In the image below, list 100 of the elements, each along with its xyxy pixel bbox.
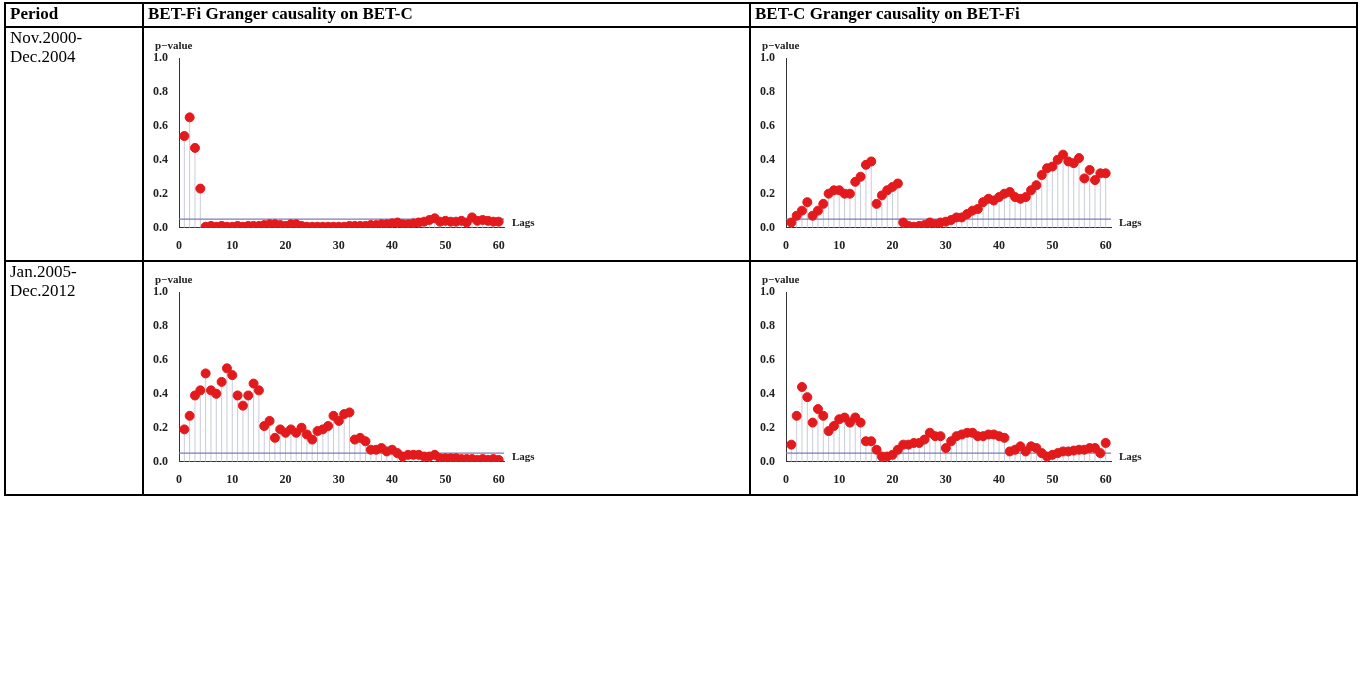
point — [264, 415, 275, 426]
x-tick-label: 20 — [886, 471, 899, 486]
y-tick-label: 0.6 — [760, 117, 775, 132]
y-tick-label: 0.0 — [153, 453, 168, 468]
y-tick-label: 0.4 — [153, 385, 168, 400]
point — [333, 415, 344, 426]
y-axis-title: p−value — [155, 273, 193, 286]
x-tick-label: 30 — [332, 471, 345, 486]
y-axis-title: p−value — [762, 39, 800, 52]
x-tick-label: 20 — [279, 237, 292, 252]
point — [248, 378, 259, 389]
x-tick-label: 30 — [939, 471, 952, 486]
x-tick-label: 60 — [1099, 237, 1112, 252]
x-tick-label: 0 — [176, 471, 182, 486]
text: Period — [5, 3, 143, 27]
text: Jan.2005-Dec.2012 — [10, 262, 78, 300]
y-tick-label: 1.0 — [153, 50, 168, 65]
point — [307, 434, 318, 445]
y-tick-label: 0.6 — [153, 117, 168, 132]
x-tick-label: 10 — [226, 237, 239, 252]
point — [237, 400, 248, 411]
point — [786, 439, 797, 450]
x-tick-label: 40 — [386, 237, 399, 252]
x-tick-label: 10 — [833, 471, 846, 486]
x-tick-label: 50 — [439, 237, 452, 252]
point — [855, 417, 866, 428]
point — [812, 404, 823, 415]
point — [184, 112, 195, 123]
x-axis-title: Lags — [512, 450, 536, 463]
point — [866, 156, 877, 167]
x-tick-label: 40 — [993, 471, 1006, 486]
point — [221, 363, 232, 374]
y-tick-label: 0.8 — [760, 84, 775, 99]
point — [195, 183, 206, 194]
point — [1058, 149, 1069, 160]
x-tick-label: 10 — [226, 471, 239, 486]
point — [802, 392, 813, 403]
x-tick-label: 50 — [1046, 237, 1059, 252]
point — [344, 407, 355, 418]
y-tick-label: 0.2 — [760, 419, 775, 434]
x-tick-label: 40 — [993, 237, 1006, 252]
chart-title: BET-C Granger causality on BET-Fi — [750, 3, 1357, 27]
x-tick-label: 0 — [176, 237, 182, 252]
x-tick-label: 0 — [783, 471, 789, 486]
point — [818, 410, 829, 421]
point — [360, 436, 371, 447]
point — [828, 420, 839, 431]
point — [227, 370, 238, 381]
x-axis-title: Lags — [1119, 450, 1143, 463]
y-tick-label: 0.0 — [760, 219, 775, 234]
point — [1079, 173, 1090, 184]
point — [1074, 153, 1085, 164]
point — [189, 142, 200, 153]
x-tick-label: 40 — [386, 471, 399, 486]
x-tick-label: 30 — [939, 237, 952, 252]
y-tick-label: 0.2 — [153, 185, 168, 200]
y-tick-label: 0.8 — [153, 318, 168, 333]
y-tick-label: 1.0 — [760, 284, 775, 299]
point — [253, 385, 264, 396]
y-axis-title: p−value — [762, 273, 800, 286]
y-tick-label: 0.4 — [153, 151, 168, 166]
point — [200, 368, 211, 379]
point — [807, 417, 818, 428]
y-tick-label: 0.2 — [760, 185, 775, 200]
y-tick-label: 0.2 — [153, 419, 168, 434]
point — [323, 420, 334, 431]
point — [1036, 170, 1047, 181]
x-tick-label: 0 — [783, 237, 789, 252]
point — [972, 203, 983, 214]
x-axis-title: Lags — [512, 216, 536, 229]
x-tick-label: 10 — [833, 237, 846, 252]
point — [796, 381, 807, 392]
point — [195, 385, 206, 396]
y-tick-label: 0.8 — [760, 318, 775, 333]
point — [232, 390, 243, 401]
y-tick-label: 0.4 — [760, 385, 775, 400]
y-axis-title: p−value — [155, 39, 193, 52]
point — [892, 178, 903, 189]
y-tick-label: 1.0 — [760, 50, 775, 65]
point — [493, 454, 504, 462]
x-tick-label: 60 — [492, 471, 505, 486]
point — [812, 205, 823, 216]
point — [855, 171, 866, 182]
y-tick-label: 0.4 — [760, 151, 775, 166]
point — [791, 410, 802, 421]
point — [179, 131, 190, 142]
point — [216, 376, 227, 387]
point — [296, 422, 307, 433]
point — [999, 432, 1010, 443]
y-tick-label: 0.8 — [153, 84, 168, 99]
point — [1084, 164, 1095, 175]
x-axis-title: Lags — [1119, 216, 1143, 229]
point — [871, 444, 882, 455]
point — [184, 410, 195, 421]
point — [1047, 161, 1058, 172]
point — [919, 434, 930, 445]
point — [786, 217, 797, 228]
point — [179, 424, 190, 435]
point — [802, 197, 813, 208]
x-tick-label: 20 — [886, 237, 899, 252]
